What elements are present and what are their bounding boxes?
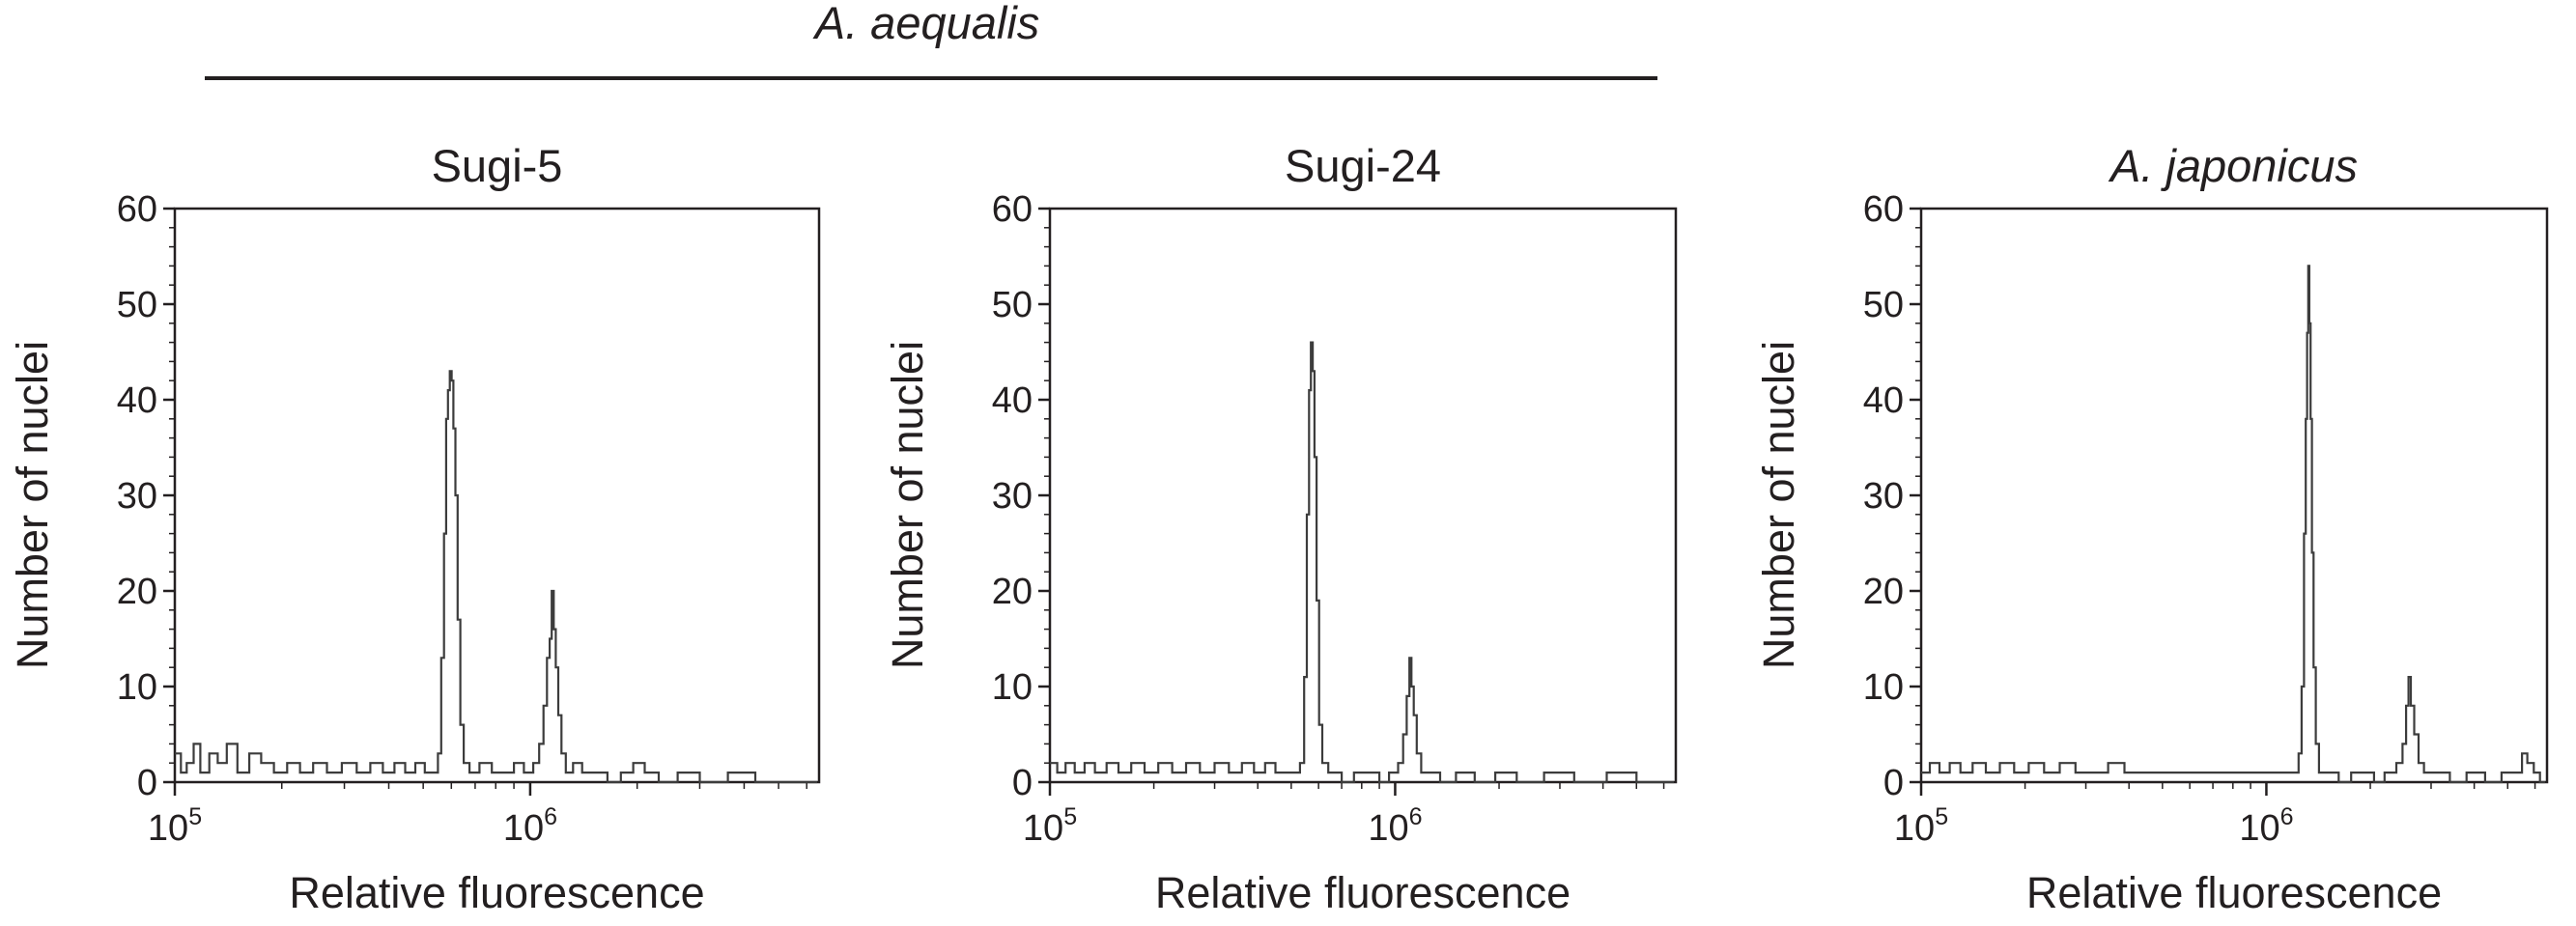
plot-frame [1048, 207, 1678, 784]
panel-title: A. japonicus [2108, 140, 2358, 191]
x-tick-label: 106 [503, 803, 557, 849]
x-tick-exponent: 5 [1935, 803, 1948, 830]
y-tick-label: 0 [137, 763, 157, 803]
x-axis-label: Relative fluorescence [1155, 868, 1571, 917]
y-tick-label: 60 [1863, 189, 1904, 230]
y-tick-label: 40 [117, 380, 157, 421]
x-tick-exponent: 6 [2280, 803, 2294, 830]
x-tick-base: 10 [1894, 808, 1935, 849]
y-tick-label: 10 [1863, 667, 1904, 708]
x-tick-base: 10 [1023, 808, 1063, 849]
y-axis-label: Number of nuclei [883, 341, 932, 669]
y-tick-label: 10 [117, 667, 157, 708]
y-tick-label: 10 [992, 667, 1033, 708]
y-axis-label: Number of nuclei [8, 341, 57, 669]
x-tick-label: 105 [1023, 803, 1077, 849]
x-tick-base: 10 [1368, 808, 1408, 849]
y-tick-label: 40 [992, 380, 1033, 421]
y-tick-label: 50 [117, 285, 157, 325]
panel-title: Sugi-5 [432, 140, 563, 191]
x-tick-label: 105 [1894, 803, 1948, 849]
y-axis-label: Number of nuclei [1754, 341, 1803, 669]
x-axis-label: Relative fluorescence [2026, 868, 2442, 917]
histogram-trace [175, 370, 817, 784]
y-tick-label: 40 [1863, 380, 1904, 421]
y-tick-label: 20 [992, 572, 1033, 612]
x-tick-base: 10 [503, 808, 544, 849]
plot-frame [173, 207, 821, 784]
y-tick-label: 50 [992, 285, 1033, 325]
y-tick-label: 50 [1863, 285, 1904, 325]
histogram-trace [1921, 265, 2545, 784]
x-tick-exponent: 6 [544, 803, 557, 830]
y-tick-label: 30 [992, 476, 1033, 517]
x-tick-label: 105 [148, 803, 202, 849]
x-tick-label: 106 [2239, 803, 2293, 849]
histogram-trace [1050, 341, 1674, 784]
plot-frame [1919, 207, 2549, 784]
x-tick-exponent: 5 [188, 803, 202, 830]
y-tick-label: 0 [1012, 763, 1033, 803]
y-tick-label: 30 [117, 476, 157, 517]
x-tick-label: 106 [1368, 803, 1422, 849]
y-tick-label: 60 [992, 189, 1033, 230]
x-tick-base: 10 [2239, 808, 2279, 849]
y-tick-label: 30 [1863, 476, 1904, 517]
y-tick-label: 60 [117, 189, 157, 230]
y-tick-label: 20 [117, 572, 157, 612]
panel-title: Sugi-24 [1285, 140, 1441, 191]
y-tick-label: 20 [1863, 572, 1904, 612]
x-tick-base: 10 [148, 808, 188, 849]
group-label: A. aequalis [812, 0, 1040, 48]
x-tick-exponent: 6 [1409, 803, 1423, 830]
x-axis-label: Relative fluorescence [289, 868, 704, 917]
y-tick-label: 0 [1883, 763, 1904, 803]
x-tick-exponent: 5 [1063, 803, 1077, 830]
